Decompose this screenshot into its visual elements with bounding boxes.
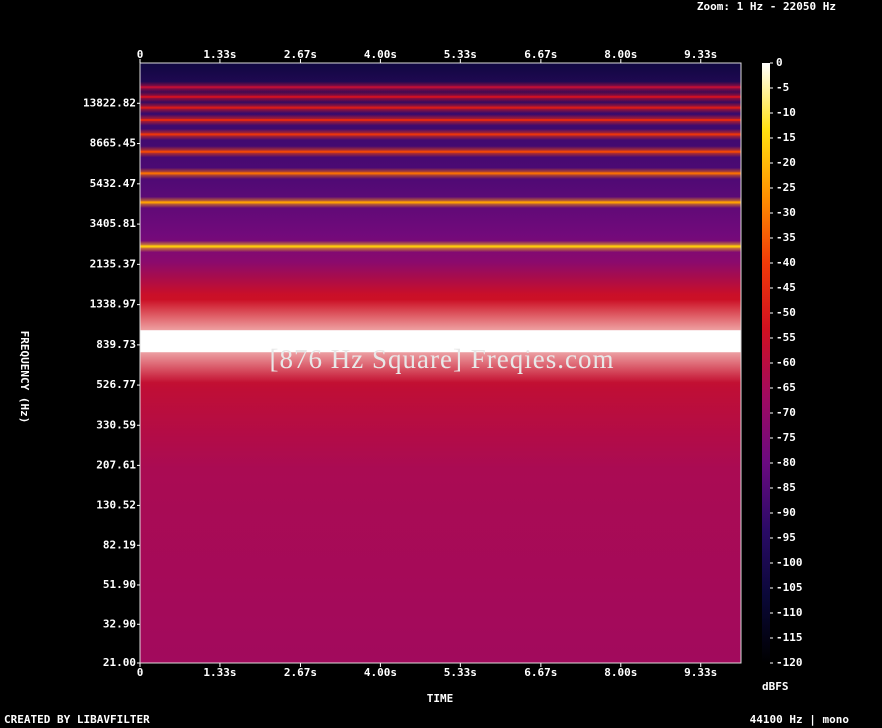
colorbar-tick-label: -25	[776, 181, 796, 194]
y-tick-label: 21.00	[103, 656, 136, 669]
y-tick-label: 3405.81	[90, 217, 137, 230]
colorbar-tick-label: -90	[776, 506, 796, 519]
x-tick-label: 0	[137, 666, 144, 679]
x-tick-label-top: 2.67s	[284, 48, 317, 61]
harmonic	[140, 133, 741, 136]
footer-left: CREATED BY LIBAVFILTER	[4, 713, 150, 726]
x-tick-label: 9.33s	[684, 666, 717, 679]
y-tick-label: 2135.37	[90, 257, 136, 270]
colorbar-tick-label: -110	[776, 606, 803, 619]
y-tick-label: 130.52	[96, 498, 136, 511]
footer-right: 44100 Hz | mono	[750, 713, 850, 726]
harmonic	[140, 150, 741, 153]
colorbar-tick-label: -105	[776, 581, 803, 594]
colorbar	[762, 63, 770, 663]
colorbar-tick-label: -60	[776, 356, 796, 369]
y-tick-label: 839.73	[96, 338, 136, 351]
colorbar-tick-label: -95	[776, 531, 796, 544]
y-axis-label: FREQUENCY (Hz)	[18, 331, 31, 424]
harmonic	[140, 95, 741, 98]
colorbar-tick-label: -40	[776, 256, 796, 269]
harmonic	[140, 106, 741, 109]
y-tick-label: 13822.82	[83, 96, 136, 109]
x-tick-label-top: 4.00s	[364, 48, 397, 61]
colorbar-tick-label: -30	[776, 206, 796, 219]
y-tick-label: 82.19	[103, 538, 136, 551]
x-tick-label: 6.67s	[524, 666, 557, 679]
x-tick-label: 2.67s	[284, 666, 317, 679]
x-tick-label-top: 1.33s	[203, 48, 236, 61]
harmonic	[140, 245, 741, 248]
zoom-label: Zoom: 1 Hz - 22050 Hz	[697, 0, 836, 13]
x-tick-label-top: 0	[137, 48, 144, 61]
colorbar-tick-label: -75	[776, 431, 796, 444]
x-tick-label: 5.33s	[444, 666, 477, 679]
harmonic	[140, 201, 741, 204]
colorbar-tick-label: -120	[776, 656, 803, 669]
colorbar-tick-label: -85	[776, 481, 796, 494]
y-tick-label: 5432.47	[90, 177, 136, 190]
colorbar-tick-label: -55	[776, 331, 796, 344]
x-tick-label-top: 9.33s	[684, 48, 717, 61]
colorbar-tick-label: -15	[776, 131, 796, 144]
y-tick-label: 526.77	[96, 378, 136, 391]
colorbar-tick-label: 0	[776, 56, 783, 69]
x-tick-label-top: 6.67s	[524, 48, 557, 61]
harmonic	[140, 118, 741, 121]
colorbar-tick-label: -10	[776, 106, 796, 119]
y-tick-label: 330.59	[96, 418, 136, 431]
colorbar-tick-label: -100	[776, 556, 803, 569]
colorbar-label: dBFS	[762, 680, 789, 693]
plot-frame	[139, 62, 742, 664]
harmonic	[140, 86, 741, 89]
x-tick-label-top: 8.00s	[604, 48, 637, 61]
colorbar-tick-label: -50	[776, 306, 796, 319]
y-tick-label: 207.61	[96, 458, 136, 471]
colorbar-tick-label: -80	[776, 456, 796, 469]
colorbar-tick-label: -45	[776, 281, 796, 294]
colorbar-tick-label: -70	[776, 406, 796, 419]
colorbar-tick-label: -115	[776, 631, 803, 644]
x-tick-label: 8.00s	[604, 666, 637, 679]
y-tick-label: 51.90	[103, 578, 136, 591]
y-tick-label: 8665.45	[90, 137, 136, 150]
colorbar-tick-label: -65	[776, 381, 796, 394]
y-tick-label: 1338.97	[90, 298, 136, 311]
colorbar-tick-label: -35	[776, 231, 796, 244]
x-axis-label: TIME	[427, 692, 454, 705]
colorbar-tick-label: -5	[776, 81, 789, 94]
y-tick-label: 32.90	[103, 617, 136, 630]
harmonic	[140, 330, 741, 353]
harmonic	[140, 172, 741, 175]
x-tick-label-top: 5.33s	[444, 48, 477, 61]
colorbar-tick-label: -20	[776, 156, 796, 169]
x-tick-label: 4.00s	[364, 666, 397, 679]
x-tick-label: 1.33s	[203, 666, 236, 679]
watermark: [876 Hz Square] Freqies.com	[270, 344, 615, 374]
